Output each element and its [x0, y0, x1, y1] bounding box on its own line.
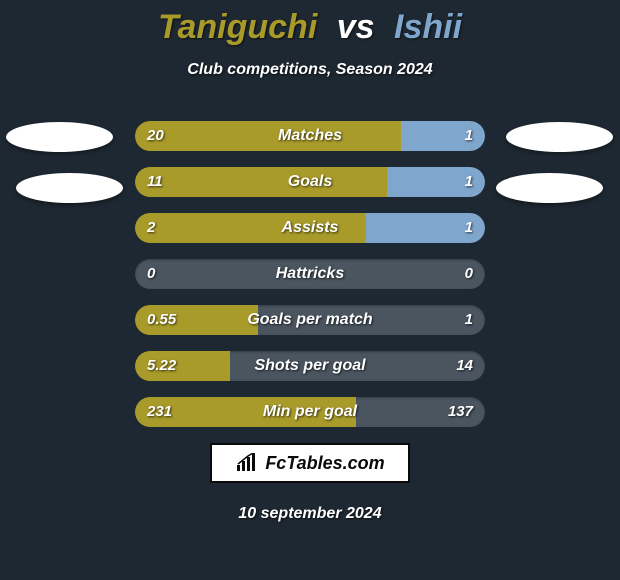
- chart-icon: [235, 453, 259, 473]
- stat-row: 20Matches1: [135, 121, 485, 151]
- stat-value-right: 1: [465, 167, 473, 197]
- team-badge-oval: [16, 173, 123, 203]
- stat-value-right: 1: [465, 213, 473, 243]
- stat-bars: 20Matches111Goals12Assists10Hattricks00.…: [135, 121, 485, 427]
- stat-label: Hattricks: [135, 259, 485, 289]
- stat-label: Matches: [135, 121, 485, 151]
- vs-separator: vs: [337, 8, 375, 46]
- stat-label: Goals per match: [135, 305, 485, 335]
- stat-label: Shots per goal: [135, 351, 485, 381]
- logo-text: FcTables.com: [265, 453, 384, 474]
- team-badge-oval: [496, 173, 603, 203]
- subtitle: Club competitions, Season 2024: [0, 61, 620, 79]
- stat-value-right: 0: [465, 259, 473, 289]
- stat-row: 11Goals1: [135, 167, 485, 197]
- fctables-logo: FcTables.com: [210, 443, 410, 483]
- stat-label: Min per goal: [135, 397, 485, 427]
- player2-name: Ishii: [394, 8, 462, 46]
- team-badge-oval: [6, 122, 113, 152]
- stat-row: 2Assists1: [135, 213, 485, 243]
- stat-row: 5.22Shots per goal14: [135, 351, 485, 381]
- player1-name: Taniguchi: [158, 8, 317, 46]
- stat-label: Goals: [135, 167, 485, 197]
- stat-label: Assists: [135, 213, 485, 243]
- stat-value-right: 14: [456, 351, 473, 381]
- stat-row: 0.55Goals per match1: [135, 305, 485, 335]
- stat-value-right: 137: [448, 397, 473, 427]
- stat-row: 231Min per goal137: [135, 397, 485, 427]
- date-label: 10 september 2024: [0, 505, 620, 523]
- comparison-title: Taniguchi vs Ishii: [0, 0, 620, 47]
- team-badge-oval: [506, 122, 613, 152]
- stat-value-right: 1: [465, 121, 473, 151]
- stat-value-right: 1: [465, 305, 473, 335]
- stat-row: 0Hattricks0: [135, 259, 485, 289]
